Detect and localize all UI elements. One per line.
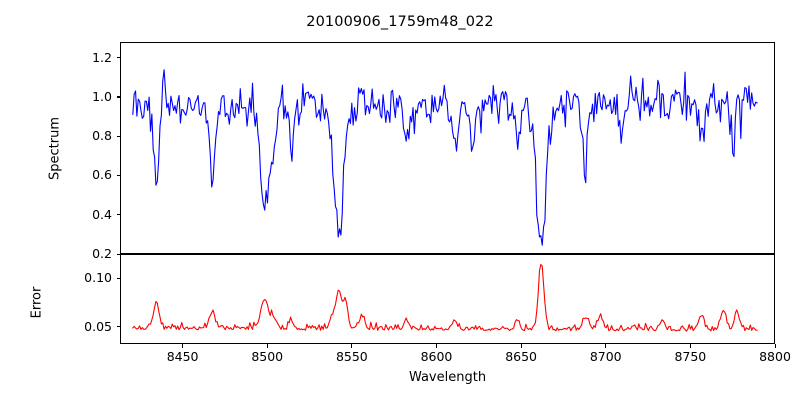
x-tick-label: 8550 bbox=[335, 349, 368, 364]
error-axis-label: Error bbox=[29, 286, 45, 319]
spectrum-line bbox=[132, 69, 758, 246]
spectrum-ytick-label: 0.8 bbox=[92, 128, 112, 144]
x-tick-label: 8450 bbox=[166, 349, 199, 364]
x-tick-mark bbox=[266, 344, 268, 348]
x-tick-mark bbox=[689, 344, 691, 348]
spectrum-ytick-mark bbox=[116, 96, 120, 98]
error-ytick-mark bbox=[116, 326, 120, 328]
x-tick-label: 8800 bbox=[759, 349, 791, 364]
spectrum-axis-label: Spectrum bbox=[47, 117, 63, 180]
spectrum-ytick-mark bbox=[116, 174, 120, 177]
x-tick-label: 8650 bbox=[505, 349, 538, 364]
x-tick-mark bbox=[520, 344, 522, 348]
error-plot-area bbox=[132, 263, 758, 332]
spectrum-plot-area bbox=[132, 69, 758, 246]
error-ytick-label: 0.05 bbox=[84, 318, 112, 334]
x-tick-label: 8700 bbox=[589, 349, 622, 364]
x-tick-label: 8500 bbox=[251, 349, 284, 364]
spectrum-ytick-label: 1.2 bbox=[92, 49, 112, 65]
x-tick-mark bbox=[351, 344, 353, 348]
x-tick-mark bbox=[435, 344, 438, 348]
x-tick-mark bbox=[182, 344, 184, 348]
x-tick-label: 8750 bbox=[674, 349, 707, 364]
x-axis-label: Wavelength bbox=[408, 370, 487, 385]
spectrum-ytick-mark bbox=[116, 214, 120, 216]
page-title: 20100906_1759m48_022 bbox=[306, 14, 494, 30]
spectrum-ytick-mark bbox=[116, 135, 120, 137]
spectrum-ytick-label: 1.0 bbox=[92, 88, 112, 104]
spectrum-ytick-label: 0.2 bbox=[92, 246, 112, 261]
x-tick-mark bbox=[774, 344, 776, 348]
error-ytick-label: 0.10 bbox=[84, 270, 112, 286]
error-line bbox=[132, 263, 758, 332]
spectrum-ytick-label: 0.6 bbox=[92, 167, 112, 183]
spectrum-ytick-mark bbox=[116, 57, 120, 59]
spectrum-axes bbox=[120, 42, 775, 254]
spectrum-ytick-mark bbox=[116, 253, 120, 255]
error-ytick-mark bbox=[116, 277, 120, 279]
spectrum-ytick-label: 0.4 bbox=[92, 206, 112, 222]
x-tick-mark bbox=[605, 344, 607, 348]
x-tick-label: 8600 bbox=[420, 349, 453, 364]
error-axes bbox=[120, 254, 775, 344]
